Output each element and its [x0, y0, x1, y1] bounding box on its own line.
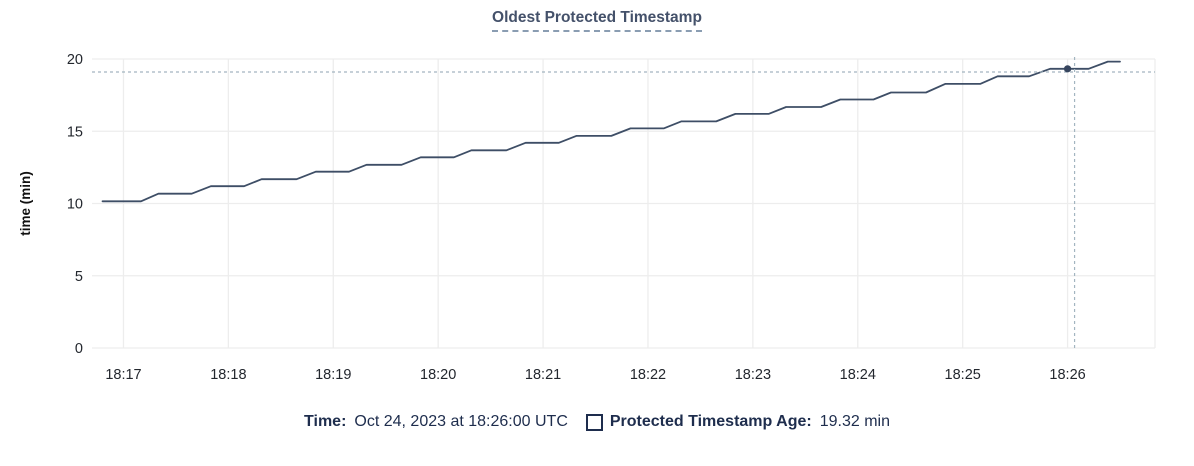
- legend-series-toggle[interactable]: Protected Timestamp Age: 19.32 min: [585, 413, 890, 431]
- legend-time-label: Time:: [304, 413, 347, 430]
- x-tick-label: 18:25: [945, 367, 981, 383]
- series-line-protected-timestamp-age: [101, 60, 1121, 203]
- x-tick-label: 18:26: [1049, 367, 1085, 383]
- legend-series-value: 19.32 min: [819, 413, 890, 430]
- y-tick-label: 15: [67, 124, 83, 140]
- legend-checkbox[interactable]: [585, 413, 603, 431]
- legend-time: Time: Oct 24, 2023 at 18:26:00 UTC: [304, 413, 568, 431]
- y-tick-label: 5: [75, 269, 83, 285]
- x-tick-label: 18:20: [420, 367, 456, 383]
- x-tick-label: 18:21: [525, 367, 561, 383]
- chart-header: Oldest Protected Timestamp: [0, 0, 1194, 40]
- hovered-data-point[interactable]: [1063, 65, 1072, 73]
- y-tick-label: 10: [67, 197, 83, 213]
- legend-series-label: Protected Timestamp Age:: [609, 413, 812, 430]
- x-tick-label: 18:23: [735, 367, 771, 383]
- chart-legend: Time: Oct 24, 2023 at 18:26:00 UTC Prote…: [0, 413, 1194, 431]
- chart-plot-area[interactable]: 0 5 10 15 20 18:17 18:18 18:19 18:20 18:21 18:22 18…: [0, 40, 1194, 400]
- chart-title[interactable]: Oldest Protected Timestamp: [492, 9, 702, 32]
- y-tick-label: 20: [67, 52, 83, 68]
- x-tick-label: 18:18: [210, 367, 246, 383]
- x-tick-label: 18:17: [105, 367, 141, 383]
- x-tick-label: 18:22: [630, 367, 666, 383]
- y-tick-label: 0: [75, 341, 83, 357]
- x-tick-label: 18:24: [840, 367, 876, 383]
- y-axis-label: time (min): [18, 171, 33, 236]
- x-tick-label: 18:19: [315, 367, 351, 383]
- legend-time-value: Oct 24, 2023 at 18:26:00 UTC: [354, 413, 568, 430]
